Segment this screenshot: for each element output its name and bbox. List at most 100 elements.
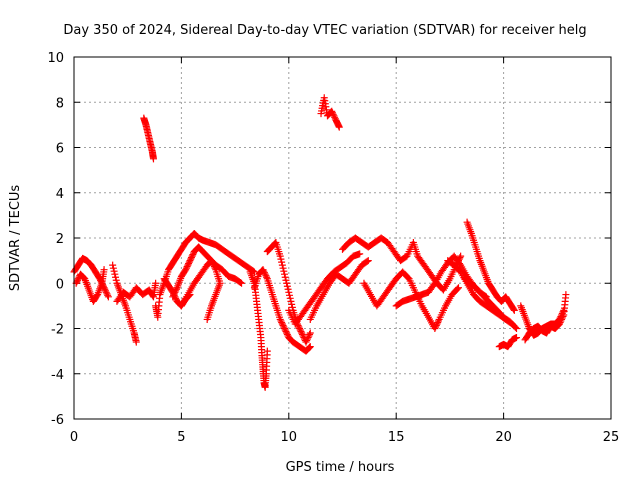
data-point — [170, 290, 178, 298]
data-point — [278, 320, 286, 328]
data-point — [277, 317, 285, 325]
data-point — [286, 294, 294, 302]
data-point — [73, 278, 81, 286]
data-point — [454, 284, 462, 292]
plot-frame — [73, 56, 612, 420]
data-point — [283, 331, 291, 339]
data-point — [298, 331, 306, 339]
data-point — [187, 255, 195, 263]
data-point — [102, 287, 110, 295]
data-point — [283, 329, 291, 337]
data-point — [306, 331, 314, 339]
y-tick-label: 0 — [56, 277, 64, 292]
data-point — [282, 328, 290, 336]
data-point — [297, 328, 305, 336]
data-point — [262, 272, 270, 280]
data-point — [432, 323, 440, 331]
data-point — [149, 155, 157, 163]
y-tick-label: 2 — [56, 232, 64, 247]
data-point — [183, 263, 191, 271]
data-point — [512, 325, 520, 332]
data-point — [109, 261, 117, 269]
data-point — [281, 270, 289, 278]
data-point — [103, 290, 111, 298]
data-point — [303, 337, 311, 345]
data-point — [277, 255, 285, 263]
data-point — [271, 239, 279, 247]
data-point — [330, 112, 338, 120]
data-point — [328, 107, 336, 115]
data-point — [562, 291, 570, 299]
x-tick-label: 5 — [177, 430, 185, 445]
data-point — [149, 292, 157, 300]
series-track-24 — [521, 291, 570, 344]
data-point — [288, 300, 296, 308]
data-point — [74, 275, 82, 283]
data-point — [303, 335, 311, 343]
data-point — [209, 260, 217, 268]
data-point — [104, 293, 112, 301]
data-point — [279, 264, 287, 272]
series-track-15 — [317, 94, 343, 131]
data-point — [188, 252, 196, 260]
series-track-4 — [113, 279, 160, 305]
data-point — [555, 320, 563, 328]
data-point — [109, 264, 117, 272]
x-tick-label: 0 — [70, 430, 78, 445]
data-point — [298, 329, 306, 337]
data-point — [210, 263, 218, 271]
data-point — [431, 325, 439, 332]
data-point — [238, 279, 246, 287]
data-point — [182, 266, 190, 274]
data-point — [434, 318, 442, 326]
data-point — [152, 279, 160, 287]
data-point — [281, 326, 289, 334]
data-point — [356, 250, 364, 258]
axis-ticks: 0 5 10 15 20 25 -6 -4 -2 0 2 4 6 8 10 — [47, 51, 619, 445]
data-point — [263, 347, 271, 355]
data-point — [559, 312, 567, 320]
chart-title: Day 350 of 2024, Sidereal Day-to-day VTE… — [63, 23, 586, 38]
y-tick-label: -6 — [51, 413, 64, 428]
data-point — [296, 326, 304, 334]
data-point — [169, 288, 177, 296]
data-point — [285, 288, 293, 296]
data-point — [305, 332, 313, 340]
data-point — [305, 344, 313, 352]
data-point — [187, 254, 195, 262]
data-point — [208, 258, 216, 266]
series-track-11 — [250, 266, 314, 355]
data-point — [207, 257, 215, 265]
data-point — [189, 251, 197, 259]
data-point — [210, 261, 218, 269]
data-point — [329, 110, 337, 118]
data-point — [263, 273, 271, 281]
series-track-14 — [306, 257, 372, 323]
data-point — [182, 264, 190, 272]
grid — [74, 57, 611, 419]
series-track-6 — [152, 229, 258, 321]
data-point — [104, 291, 112, 299]
data-point — [110, 267, 118, 275]
data-point — [276, 252, 284, 260]
data-point — [186, 291, 194, 299]
data-point — [111, 270, 119, 278]
series-track-3 — [109, 261, 140, 346]
data-point — [100, 266, 108, 274]
data-point — [335, 123, 343, 131]
data-point — [259, 266, 267, 274]
data-point — [170, 291, 178, 299]
data-point — [172, 294, 180, 302]
data-point — [558, 315, 566, 323]
data-point — [211, 264, 219, 272]
data-point — [236, 278, 244, 286]
data-point — [287, 297, 295, 305]
series-track-16 — [339, 234, 465, 294]
x-tick-label: 15 — [388, 430, 405, 445]
data-point — [363, 257, 371, 265]
data-point — [93, 292, 101, 300]
data-point — [74, 276, 82, 284]
series-track-20 — [463, 218, 518, 314]
data-point — [302, 338, 310, 346]
